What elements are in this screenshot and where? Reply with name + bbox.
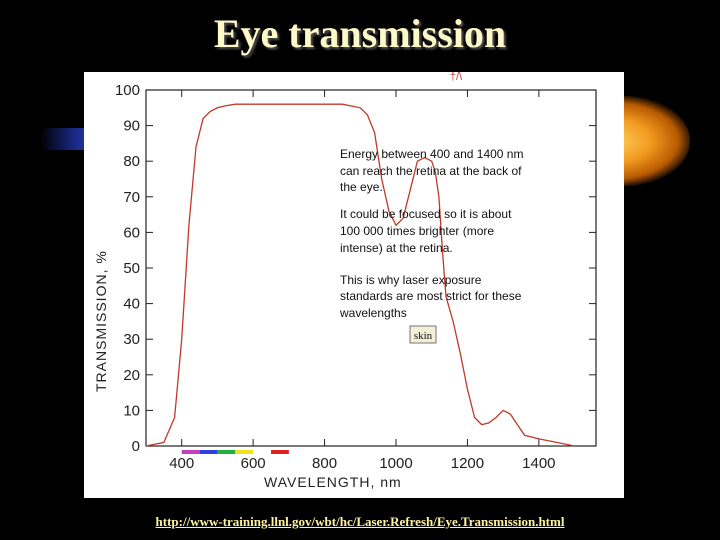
x-tick-label: 800 (312, 455, 337, 472)
y-tick-label: 60 (123, 224, 140, 241)
annotation-line: Energy between 400 and 1400 nm (340, 147, 523, 161)
annotation-line: It could be focused so it is about (340, 207, 512, 221)
skin-label-box (409, 325, 437, 344)
spectrum-segment (235, 450, 254, 454)
curve-layer (145, 103, 575, 447)
x-tick-label: 400 (169, 455, 194, 472)
annotation-line: can reach the retina at the back of (340, 164, 522, 178)
annotation-line: the eye. (340, 180, 383, 194)
spectrum-segment (217, 450, 236, 454)
x-axis-label: WAVELENGTH, nm (264, 474, 402, 490)
y-tick-label: 20 (123, 367, 140, 384)
annotation-line: wavelengths (339, 306, 407, 320)
slide-title: Eye transmission (213, 11, 507, 56)
x-tick-label: 1400 (522, 455, 555, 472)
y-tick-label: 40 (123, 296, 140, 313)
annotation-line: This is why laser exposure (340, 273, 482, 287)
y-tick-label: 10 (123, 402, 140, 419)
y-tick-label: 100 (115, 82, 140, 99)
x-tick-label: 1000 (379, 455, 412, 472)
chart-svg: 0 10 20 30 40 50 60 70 80 90 100 400 600 800 1000 1200 1… (93, 72, 597, 490)
annotation-line: standards are most strict for these (340, 289, 522, 303)
y-tick-label: 50 (123, 260, 140, 277)
plot-frame (145, 89, 597, 447)
y-tick-label: 70 (123, 189, 140, 206)
visible-spectrum-bar (181, 450, 289, 454)
skin-label: skin (414, 330, 433, 342)
y-tick-label: 0 (132, 438, 140, 455)
annotation-block: Energy between 400 and 1400 nm can reach … (339, 72, 523, 344)
y-tick-label: 30 (123, 331, 140, 348)
y-axis-label: TRANSMISSION, % (93, 250, 109, 392)
chart-axes: 0 10 20 30 40 50 60 70 80 90 100 400 600 800 1000 1200 1… (115, 82, 597, 472)
x-tick-label: 1200 (451, 455, 484, 472)
y-tick-label: 80 (123, 153, 140, 170)
y-tick-label: 90 (123, 118, 140, 135)
spectrum-segment (271, 450, 289, 454)
transmission-curve (145, 103, 575, 447)
transmission-chart: 0 10 20 30 40 50 60 70 80 90 100 400 600 800 1000 1200 1… (84, 72, 624, 498)
spectrum-segment (199, 450, 218, 454)
annotation-line: intense) at the retina. (340, 241, 453, 255)
top-mark: †/\ (450, 72, 463, 83)
spectrum-segment (181, 450, 200, 454)
x-tick-label: 600 (241, 455, 266, 472)
source-link[interactable]: http://www-training.llnl.gov/wbt/hc/Lase… (155, 514, 565, 529)
annotation-line: 100 000 times brighter (more (340, 224, 494, 238)
